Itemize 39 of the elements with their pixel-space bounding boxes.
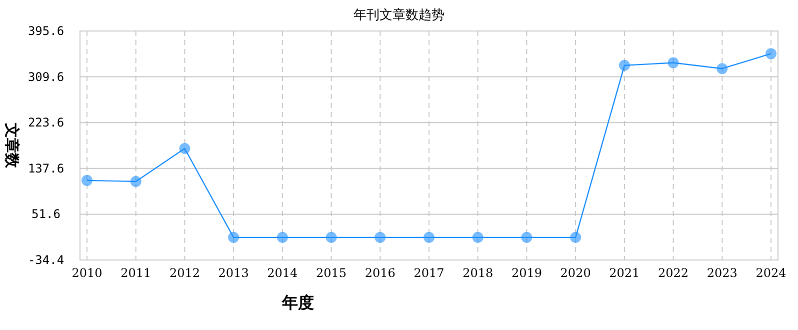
x-tick-label: 2018: [462, 266, 494, 280]
point: [424, 232, 434, 243]
x-tick-label: 2011: [120, 266, 152, 280]
point: [228, 232, 240, 243]
point: [570, 232, 582, 243]
x-tick-label: 2017: [414, 266, 444, 280]
x-tick-label: 2016: [364, 266, 396, 280]
point: [521, 232, 532, 243]
point: [374, 232, 386, 243]
point: [472, 232, 484, 243]
point: [179, 142, 190, 154]
x-tick-label: 2024: [756, 266, 787, 280]
point: [82, 174, 92, 186]
y-tick-label: 223.6: [28, 116, 64, 130]
y-axis-title: 文章数: [3, 122, 21, 169]
x-tick-label: 2022: [658, 266, 689, 280]
point: [766, 48, 776, 60]
point: [130, 176, 142, 187]
x-tick-label: 2014: [267, 266, 298, 280]
y-tick-label: 309.6: [28, 70, 64, 84]
point: [326, 232, 337, 243]
point: [668, 57, 679, 68]
x-tick-label: 2020: [560, 266, 591, 280]
x-tick-label: 2012: [169, 266, 200, 280]
x-tick-label: 2013: [218, 266, 249, 280]
y-tick-label: 395.6: [28, 24, 64, 38]
chart-title: 年刊文章数趋势: [354, 7, 444, 22]
y-tick-label: -34.4: [28, 253, 64, 267]
x-axis-title: 年度: [281, 293, 314, 312]
point: [618, 60, 630, 71]
x-tick-label: 2019: [511, 266, 542, 280]
y-tick-label: 137.6: [28, 161, 64, 176]
point: [716, 63, 728, 74]
x-tick-label: 2021: [609, 266, 640, 280]
point: [276, 232, 288, 243]
x-tick-label: 2023: [706, 266, 738, 280]
x-tick-label: 2015: [316, 266, 347, 280]
x-tick-label: 2010: [72, 266, 102, 280]
y-tick-label: 51.6: [32, 207, 60, 222]
